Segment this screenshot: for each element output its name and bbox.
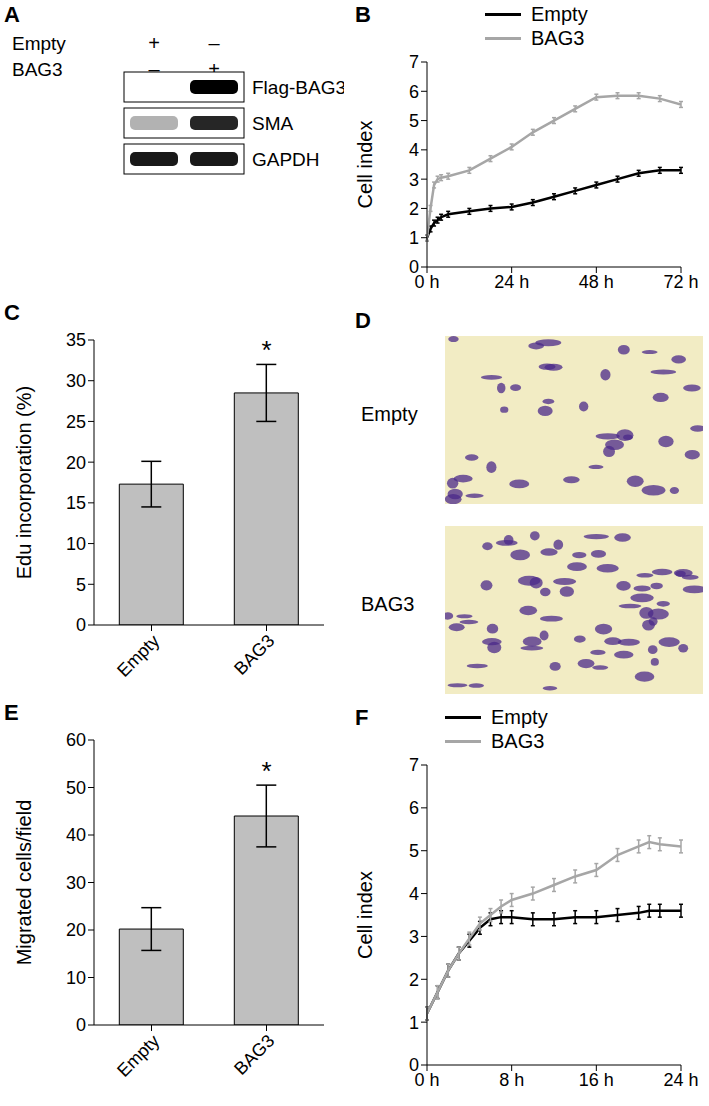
svg-text:5: 5 bbox=[76, 575, 86, 595]
svg-text:4: 4 bbox=[409, 140, 419, 160]
svg-text:3: 3 bbox=[409, 170, 419, 190]
svg-text:6: 6 bbox=[409, 798, 419, 818]
svg-text:2: 2 bbox=[409, 199, 419, 219]
html-text:A: A bbox=[4, 2, 20, 27]
svg-text:BAG3: BAG3 bbox=[230, 631, 278, 679]
svg-text:GAPDH: GAPDH bbox=[252, 149, 320, 170]
html-text:Empty: Empty bbox=[361, 403, 418, 425]
svg-text:6: 6 bbox=[409, 82, 419, 102]
svg-text:30: 30 bbox=[66, 371, 86, 391]
svg-text:10: 10 bbox=[66, 968, 86, 988]
svg-text:16 h: 16 h bbox=[579, 1070, 614, 1090]
html-text:D: D bbox=[355, 308, 371, 333]
svg-text:35: 35 bbox=[66, 330, 86, 350]
svg-text:–: – bbox=[208, 32, 220, 54]
html-text:Empty: Empty bbox=[491, 705, 548, 728]
svg-text:1: 1 bbox=[409, 228, 419, 248]
svg-text:15: 15 bbox=[66, 493, 86, 513]
svg-text:0: 0 bbox=[76, 1015, 86, 1035]
svg-text:Edu incorporation (%): Edu incorporation (%) bbox=[14, 386, 35, 579]
svg-text:8 h: 8 h bbox=[499, 1070, 524, 1090]
html-text:B: B bbox=[355, 2, 371, 27]
svg-text:Empty: Empty bbox=[113, 631, 163, 681]
svg-text:Flag-BAG3: Flag-BAG3 bbox=[252, 77, 344, 98]
svg-text:24 h: 24 h bbox=[494, 272, 529, 292]
svg-text:10: 10 bbox=[66, 534, 86, 554]
svg-text:50: 50 bbox=[66, 778, 86, 798]
html-text:Empty: Empty bbox=[531, 2, 588, 25]
svg-text:20: 20 bbox=[66, 920, 86, 940]
svg-text:0 h: 0 h bbox=[414, 271, 440, 292]
svg-text:7: 7 bbox=[409, 52, 419, 72]
svg-text:0 h: 0 h bbox=[414, 1069, 440, 1090]
svg-text:Cell index: Cell index bbox=[355, 121, 376, 209]
svg-text:24 h: 24 h bbox=[663, 1070, 698, 1090]
html-text:F: F bbox=[355, 705, 369, 730]
svg-text:25: 25 bbox=[66, 412, 86, 432]
svg-text:0: 0 bbox=[76, 615, 86, 635]
html-text:E: E bbox=[4, 700, 19, 725]
svg-text:4: 4 bbox=[409, 884, 419, 904]
svg-text:*: * bbox=[261, 335, 271, 365]
svg-text:2: 2 bbox=[409, 970, 419, 990]
svg-text:1: 1 bbox=[409, 1013, 419, 1033]
svg-text:BAG3: BAG3 bbox=[12, 59, 63, 80]
svg-text:72 h: 72 h bbox=[663, 272, 698, 292]
svg-text:48 h: 48 h bbox=[579, 272, 614, 292]
html-text:C: C bbox=[4, 300, 20, 325]
svg-text:+: + bbox=[148, 32, 160, 54]
svg-text:5: 5 bbox=[409, 111, 419, 131]
svg-text:SMA: SMA bbox=[252, 113, 294, 134]
svg-text:7: 7 bbox=[409, 755, 419, 775]
svg-text:*: * bbox=[261, 756, 271, 786]
svg-text:60: 60 bbox=[66, 730, 86, 750]
svg-text:3: 3 bbox=[409, 927, 419, 947]
svg-text:Empty: Empty bbox=[113, 1031, 163, 1081]
svg-text:0: 0 bbox=[409, 1055, 419, 1075]
svg-text:Migrated cells/field: Migrated cells/field bbox=[14, 800, 35, 966]
svg-text:40: 40 bbox=[66, 825, 86, 845]
html-text:BAG3: BAG3 bbox=[531, 26, 585, 49]
svg-text:20: 20 bbox=[66, 453, 86, 473]
svg-text:BAG3: BAG3 bbox=[230, 1031, 278, 1079]
svg-text:30: 30 bbox=[66, 873, 86, 893]
html-text:BAG3: BAG3 bbox=[491, 729, 545, 752]
svg-text:Empty: Empty bbox=[12, 33, 66, 54]
svg-text:Cell index: Cell index bbox=[355, 871, 376, 959]
svg-text:5: 5 bbox=[409, 841, 419, 861]
html-text:BAG3: BAG3 bbox=[361, 593, 415, 615]
svg-text:0: 0 bbox=[409, 257, 419, 277]
